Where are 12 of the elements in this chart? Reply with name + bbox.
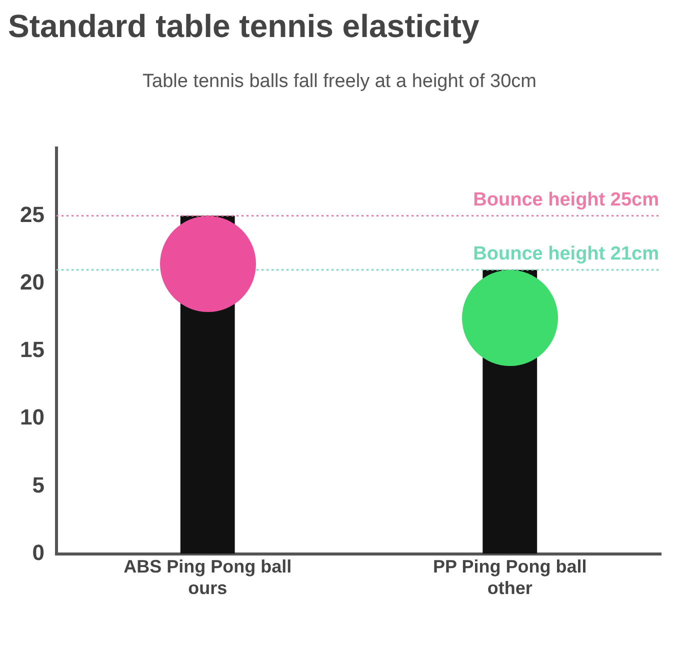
ref-line-label: Bounce height 21cm — [473, 244, 659, 265]
y-tick-label: 20 — [20, 269, 44, 294]
ref-line-label: Bounce height 25cm — [473, 190, 659, 211]
y-tick-label: 5 — [32, 472, 44, 498]
y-tick-label: 10 — [20, 404, 44, 430]
chart-title: Standard table tennis elasticity — [8, 8, 480, 45]
x-tick-label: PP Ping Pong ball other — [433, 556, 587, 598]
chart-subtitle: Table tennis balls fall freely at a height of 30cm — [142, 71, 538, 93]
y-tick-label: 25 — [20, 202, 44, 227]
y-tick-label: 15 — [20, 337, 44, 362]
x-tick-label: ABS Ping Pong ball ours — [124, 556, 292, 598]
y-tick-label: 0 — [32, 540, 44, 565]
